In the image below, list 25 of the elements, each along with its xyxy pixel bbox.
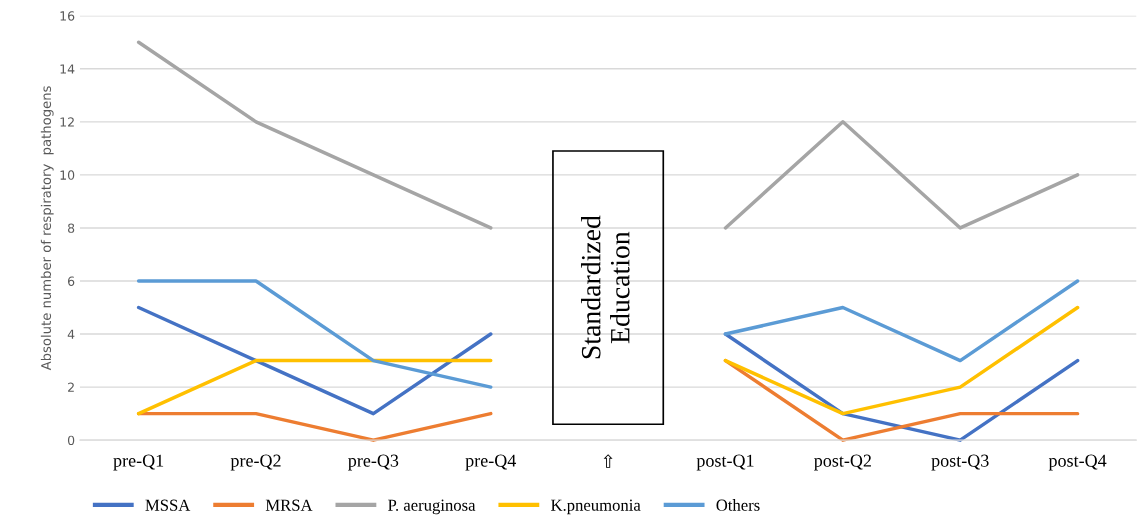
legend-label: P. aeruginosa (388, 499, 476, 515)
y-tick-label: 0 (67, 435, 75, 446)
y-tick-label: 14 (60, 64, 75, 74)
x-tick-label: post-Q4 (1048, 454, 1107, 471)
legend-label: K.pneumonia (551, 499, 641, 515)
x-tick-label: post-Q1 (696, 454, 754, 471)
x-tick-label: post-Q2 (814, 454, 871, 471)
x-tick-label: ⇧ (603, 454, 613, 468)
legend-label: MRSA (265, 499, 313, 511)
y-axis-title: Absolute number of respiratory pathogens (40, 86, 54, 371)
x-tick-label: pre-Q4 (465, 454, 517, 471)
y-tick-label: 2 (68, 382, 74, 392)
y-tick-label: 4 (67, 329, 75, 339)
x-tick-label: pre-Q3 (348, 454, 399, 471)
y-tick-label: 8 (67, 223, 75, 233)
x-tick-label: pre-Q2 (230, 454, 281, 471)
legend-label: MSSA (145, 499, 191, 511)
y-tick-label: 12 (60, 117, 74, 127)
y-tick-label: 16 (60, 11, 75, 21)
x-tick-label: post-Q3 (931, 454, 989, 471)
annotation: Standardized Education (581, 215, 630, 359)
y-tick-label: 10 (60, 170, 75, 180)
x-tick-label: pre-Q1 (113, 454, 164, 471)
y-tick-label: 6 (68, 276, 75, 286)
legend-label: Others (716, 499, 760, 511)
